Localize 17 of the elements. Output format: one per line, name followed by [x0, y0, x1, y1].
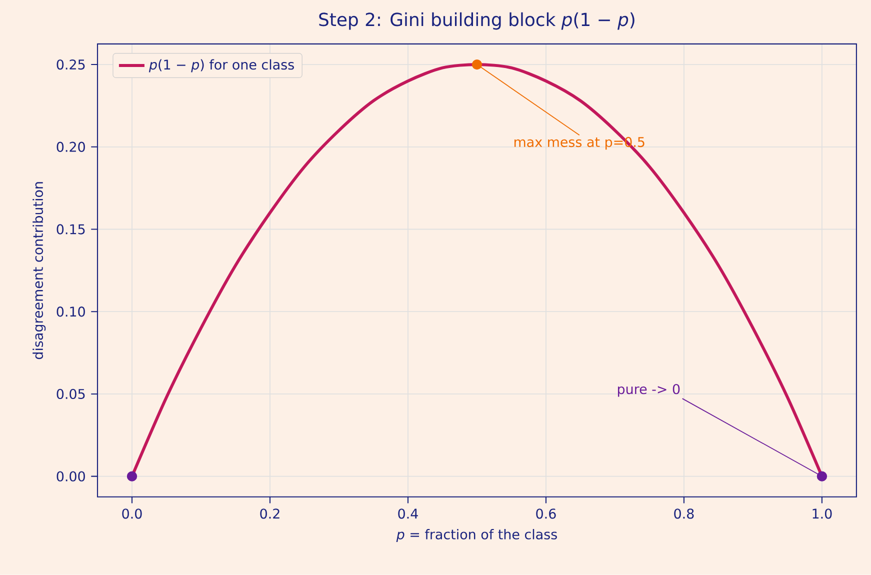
y-tick-label: 0.15: [56, 224, 85, 234]
y-tick-label: 0.10: [56, 306, 85, 317]
y-tick-label: 0.00: [56, 471, 85, 482]
y-tick-label: 0.20: [56, 142, 85, 152]
y-axis-title: disagreement contribution: [32, 182, 46, 360]
x-tick-label: 0.6: [536, 508, 556, 519]
x-tick-label: 0.4: [398, 508, 418, 519]
x-tick-label: 0.2: [260, 508, 280, 519]
legend-label: p(1 − p) for one class: [148, 59, 294, 72]
x-axis-title: p = fraction of the class: [396, 529, 557, 542]
x-tick-label: 0.8: [674, 508, 694, 519]
chart-title: Step 2: Gini building block p(1 − p): [319, 12, 634, 30]
x-tick-label: 1.0: [812, 508, 832, 519]
annotation: pure -> 0: [618, 384, 680, 397]
y-tick-label: 0.25: [56, 59, 85, 70]
y-tick-label: 0.05: [56, 388, 85, 400]
x-tick-label: 0.0: [122, 508, 142, 519]
